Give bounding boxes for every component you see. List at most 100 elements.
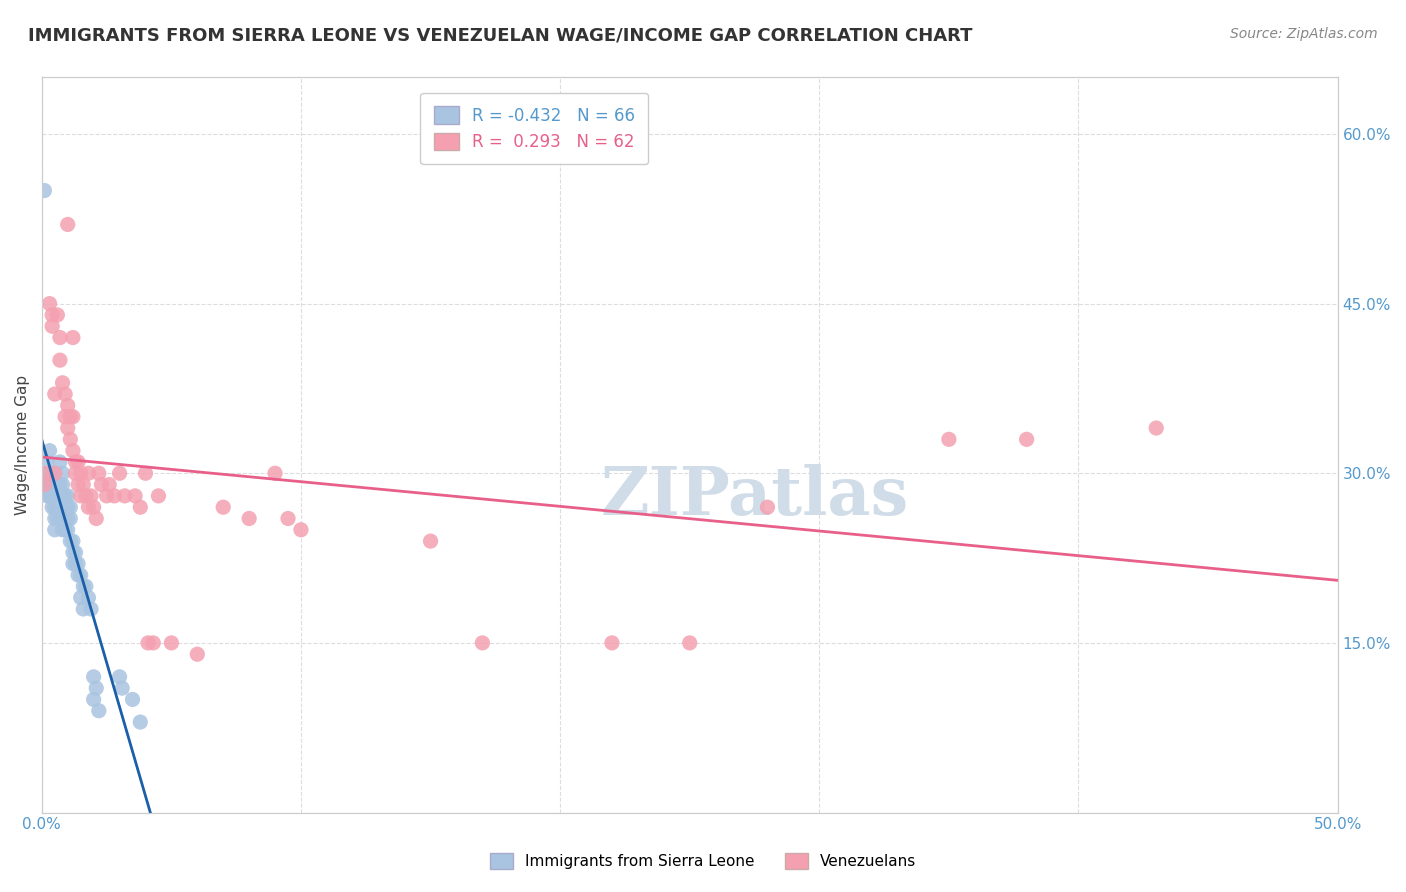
Point — [142, 636, 165, 650]
Point — [38, 477, 60, 491]
Point — [35, 467, 58, 481]
Point — [41, 500, 63, 515]
Point — [53, 511, 76, 525]
Point — [134, 467, 156, 481]
Point — [49, 353, 72, 368]
Point — [75, 489, 97, 503]
Point — [96, 489, 118, 503]
Point — [77, 591, 100, 605]
Point — [756, 500, 779, 515]
Point — [72, 579, 94, 593]
Point — [49, 330, 72, 344]
Point — [83, 500, 105, 515]
Point — [41, 308, 63, 322]
Point — [65, 545, 87, 559]
Point — [62, 409, 84, 424]
Point — [290, 523, 312, 537]
Point — [65, 455, 87, 469]
Point — [38, 443, 60, 458]
Point — [53, 489, 76, 503]
Point — [56, 523, 79, 537]
Point — [72, 602, 94, 616]
Point — [80, 602, 103, 616]
Point — [51, 511, 73, 525]
Point — [62, 545, 84, 559]
Point — [49, 511, 72, 525]
Point — [51, 376, 73, 390]
Point — [38, 489, 60, 503]
Point — [62, 557, 84, 571]
Point — [38, 296, 60, 310]
Point — [84, 511, 107, 525]
Point — [49, 477, 72, 491]
Point — [87, 467, 110, 481]
Point — [65, 557, 87, 571]
Point — [121, 692, 143, 706]
Point — [44, 467, 66, 481]
Point — [46, 489, 69, 503]
Point — [46, 511, 69, 525]
Point — [53, 409, 76, 424]
Point — [600, 636, 623, 650]
Point — [35, 489, 58, 503]
Point — [62, 443, 84, 458]
Point — [44, 511, 66, 525]
Point — [67, 477, 90, 491]
Point — [264, 467, 287, 481]
Point — [53, 523, 76, 537]
Point — [59, 511, 82, 525]
Point — [34, 477, 56, 491]
Text: IMMIGRANTS FROM SIERRA LEONE VS VENEZUELAN WAGE/INCOME GAP CORRELATION CHART: IMMIGRANTS FROM SIERRA LEONE VS VENEZUEL… — [28, 27, 973, 45]
Point — [98, 477, 121, 491]
Point — [77, 467, 100, 481]
Point — [84, 681, 107, 695]
Point — [51, 477, 73, 491]
Point — [277, 511, 299, 525]
Point — [103, 489, 125, 503]
Point — [44, 477, 66, 491]
Point — [51, 489, 73, 503]
Point — [38, 467, 60, 481]
Point — [80, 489, 103, 503]
Point — [129, 500, 152, 515]
Point — [59, 433, 82, 447]
Point — [44, 387, 66, 401]
Point — [56, 511, 79, 525]
Text: ZIPatlas: ZIPatlas — [600, 464, 908, 529]
Point — [56, 500, 79, 515]
Point — [1144, 421, 1167, 435]
Point — [62, 534, 84, 549]
Point — [62, 330, 84, 344]
Point — [238, 511, 260, 525]
Point — [44, 500, 66, 515]
Point — [114, 489, 136, 503]
Point — [148, 489, 170, 503]
Point — [67, 557, 90, 571]
Point — [67, 455, 90, 469]
Point — [34, 184, 56, 198]
Point — [51, 523, 73, 537]
Point — [53, 500, 76, 515]
Point — [87, 704, 110, 718]
Point — [69, 489, 91, 503]
Point — [49, 455, 72, 469]
Point — [56, 489, 79, 503]
Point — [35, 455, 58, 469]
Point — [90, 477, 112, 491]
Point — [69, 467, 91, 481]
Point — [136, 636, 159, 650]
Legend: R = -0.432   N = 66, R =  0.293   N = 62: R = -0.432 N = 66, R = 0.293 N = 62 — [420, 93, 648, 164]
Point — [124, 489, 146, 503]
Point — [111, 681, 134, 695]
Point — [51, 500, 73, 515]
Point — [49, 500, 72, 515]
Point — [56, 398, 79, 412]
Point — [938, 433, 960, 447]
Point — [53, 387, 76, 401]
Point — [46, 308, 69, 322]
Point — [419, 534, 441, 549]
Text: Source: ZipAtlas.com: Source: ZipAtlas.com — [1230, 27, 1378, 41]
Point — [44, 489, 66, 503]
Point — [160, 636, 183, 650]
Point — [129, 714, 152, 729]
